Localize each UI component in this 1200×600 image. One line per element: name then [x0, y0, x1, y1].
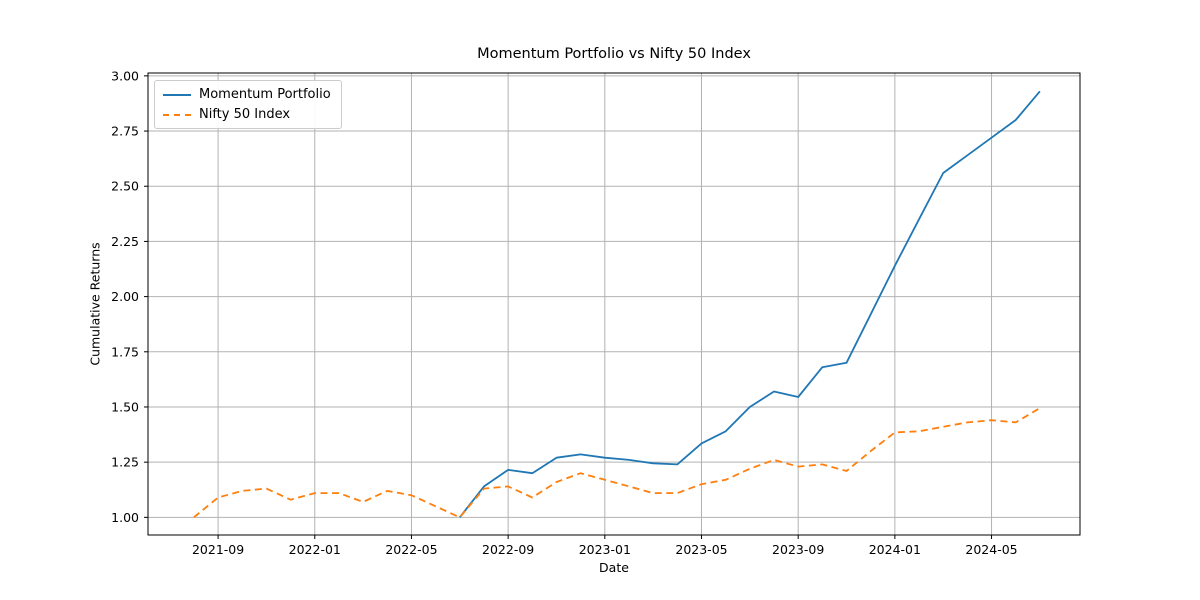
legend-label-nifty: Nifty 50 Index [199, 107, 291, 122]
x-axis-label: Date [599, 560, 629, 575]
x-tick-label: 2022-09 [482, 542, 534, 557]
y-tick-label: 1.25 [111, 455, 139, 470]
series-line-momentum [459, 90, 1041, 518]
x-tick-label: 2024-05 [965, 542, 1017, 557]
x-tick-label: 2022-01 [289, 542, 341, 557]
x-tick-label: 2023-05 [675, 542, 727, 557]
y-tick-label: 3.00 [111, 68, 139, 83]
x-tick-label: 2021-09 [192, 542, 244, 557]
x-tick-label: 2023-09 [772, 542, 824, 557]
legend: Momentum Portfolio Nifty 50 Index [154, 80, 342, 129]
legend-item-nifty: Nifty 50 Index [163, 107, 331, 122]
momentum-line-swatch [163, 93, 191, 96]
y-tick-label: 2.50 [111, 179, 139, 194]
x-tick-label: 2024-01 [869, 542, 921, 557]
series-line-nifty [193, 407, 1041, 519]
nifty-line-swatch [163, 113, 191, 116]
legend-label-momentum: Momentum Portfolio [199, 87, 331, 102]
x-tick-label: 2022-05 [385, 542, 437, 557]
y-tick-label: 1.50 [111, 399, 139, 414]
chart-title: Momentum Portfolio vs Nifty 50 Index [477, 46, 751, 62]
axes-spines [147, 72, 1081, 536]
y-tick-label: 1.75 [111, 344, 139, 359]
y-axis-label: Cumulative Returns [87, 242, 103, 366]
y-tick-label: 2.00 [111, 289, 139, 304]
y-tick-label: 1.00 [111, 510, 139, 525]
x-tick-label: 2023-01 [579, 542, 631, 557]
y-tick-label: 2.75 [111, 124, 139, 139]
y-tick-label: 2.25 [111, 234, 139, 249]
legend-item-momentum: Momentum Portfolio [163, 87, 331, 102]
